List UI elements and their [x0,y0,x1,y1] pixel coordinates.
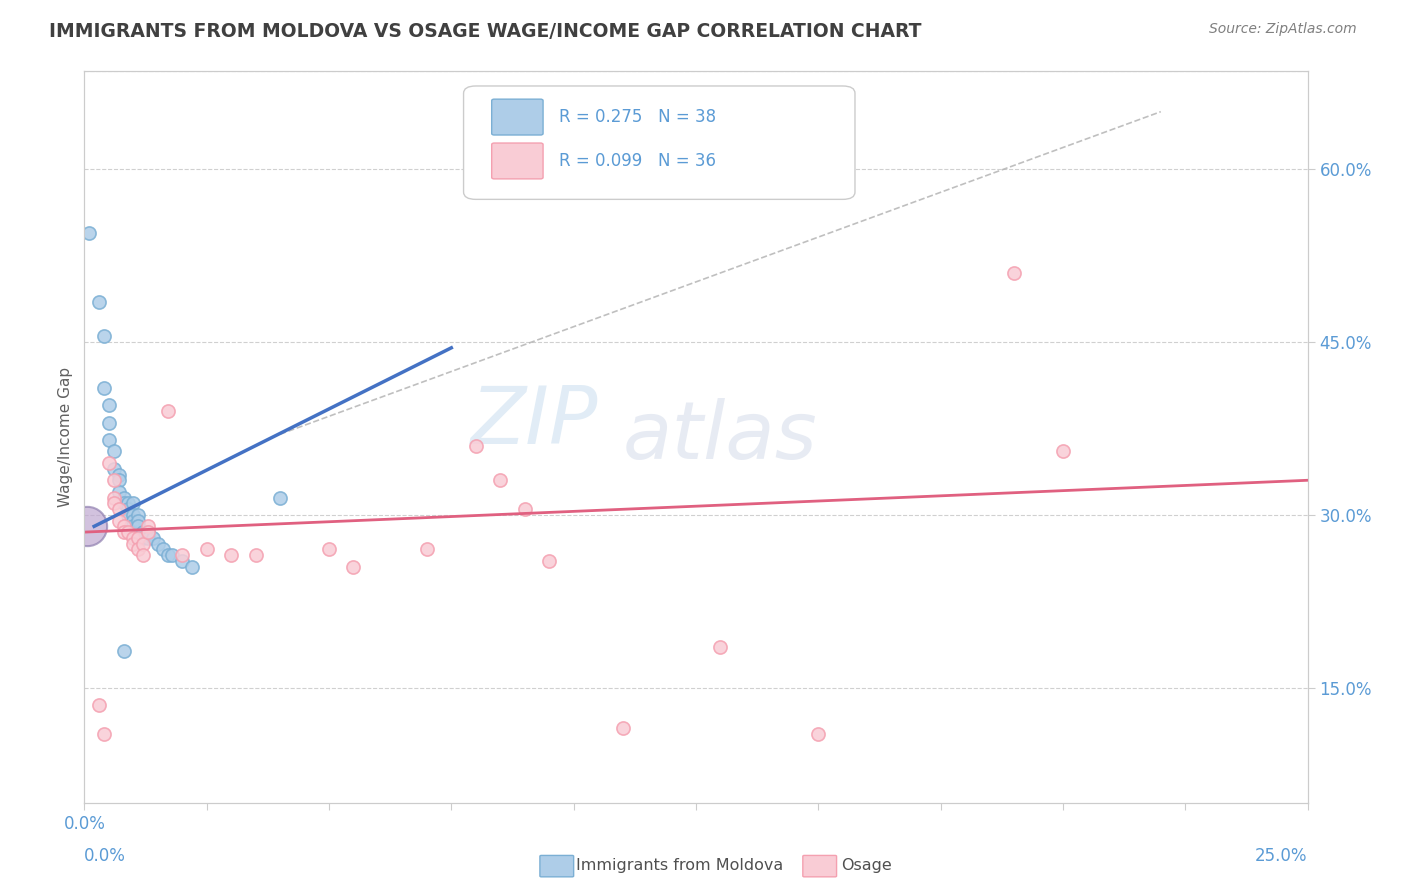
Point [117,502,139,516]
Point [103,473,125,487]
Point [122,531,145,545]
Point [77,226,100,240]
Point [112,644,135,658]
Point [122,519,145,533]
Point [93,329,115,343]
Point [136,525,159,540]
Point [464,439,486,453]
Point [142,531,165,545]
Point [127,519,149,533]
Point [112,496,135,510]
Point [127,514,149,528]
Point [807,727,830,741]
Point [117,508,139,522]
Text: R = 0.099   N = 36: R = 0.099 N = 36 [560,152,716,169]
Point [107,514,129,528]
Point [122,508,145,522]
Point [117,525,139,540]
Point [132,531,155,545]
Point [127,542,149,557]
Point [97,416,120,430]
Point [156,548,179,562]
FancyBboxPatch shape [464,86,855,200]
Point [87,294,110,309]
Point [136,531,159,545]
Point [342,559,364,574]
Text: IMMIGRANTS FROM MOLDOVA VS OSAGE WAGE/INCOME GAP CORRELATION CHART: IMMIGRANTS FROM MOLDOVA VS OSAGE WAGE/IN… [49,22,922,41]
Point [156,404,179,418]
Point [195,542,218,557]
Point [513,502,536,516]
Point [489,473,512,487]
Point [122,536,145,550]
Point [103,444,125,458]
Y-axis label: Wage/Income Gap: Wage/Income Gap [58,367,73,508]
Point [172,548,194,562]
Point [107,473,129,487]
Point [112,519,135,533]
Point [245,548,267,562]
Point [612,721,634,735]
Point [122,514,145,528]
Point [97,398,120,412]
Point [416,542,439,557]
Point [132,548,155,562]
Point [538,554,561,568]
Point [127,531,149,545]
Point [269,491,291,505]
Point [132,536,155,550]
Point [1002,266,1025,280]
Point [107,484,129,499]
Point [1052,444,1074,458]
FancyBboxPatch shape [492,99,543,135]
Point [107,502,129,516]
FancyBboxPatch shape [492,143,543,179]
Point [103,496,125,510]
Point [117,496,139,510]
Point [107,467,129,482]
Point [122,525,145,540]
Point [172,554,194,568]
Point [87,698,110,712]
Text: atlas: atlas [623,398,817,476]
Text: ZIP: ZIP [471,384,598,461]
Point [97,433,120,447]
Text: 25.0%: 25.0% [1256,847,1308,864]
Point [146,536,169,550]
Point [103,462,125,476]
Text: 0.0%: 0.0% [84,847,127,864]
Point [181,559,204,574]
Point [219,548,242,562]
Text: Osage: Osage [841,858,891,872]
Text: Immigrants from Moldova: Immigrants from Moldova [576,858,783,872]
Point [93,727,115,741]
Point [318,542,340,557]
Point [162,548,184,562]
Text: R = 0.275   N = 38: R = 0.275 N = 38 [560,108,716,126]
Point [112,525,135,540]
Point [122,496,145,510]
Point [136,525,159,540]
Point [76,519,98,533]
Point [97,456,120,470]
Point [93,381,115,395]
Point [709,640,731,655]
Point [112,491,135,505]
Text: Source: ZipAtlas.com: Source: ZipAtlas.com [1209,22,1357,37]
Point [152,542,174,557]
Point [103,491,125,505]
Point [127,508,149,522]
Point [136,519,159,533]
Point [132,525,155,540]
